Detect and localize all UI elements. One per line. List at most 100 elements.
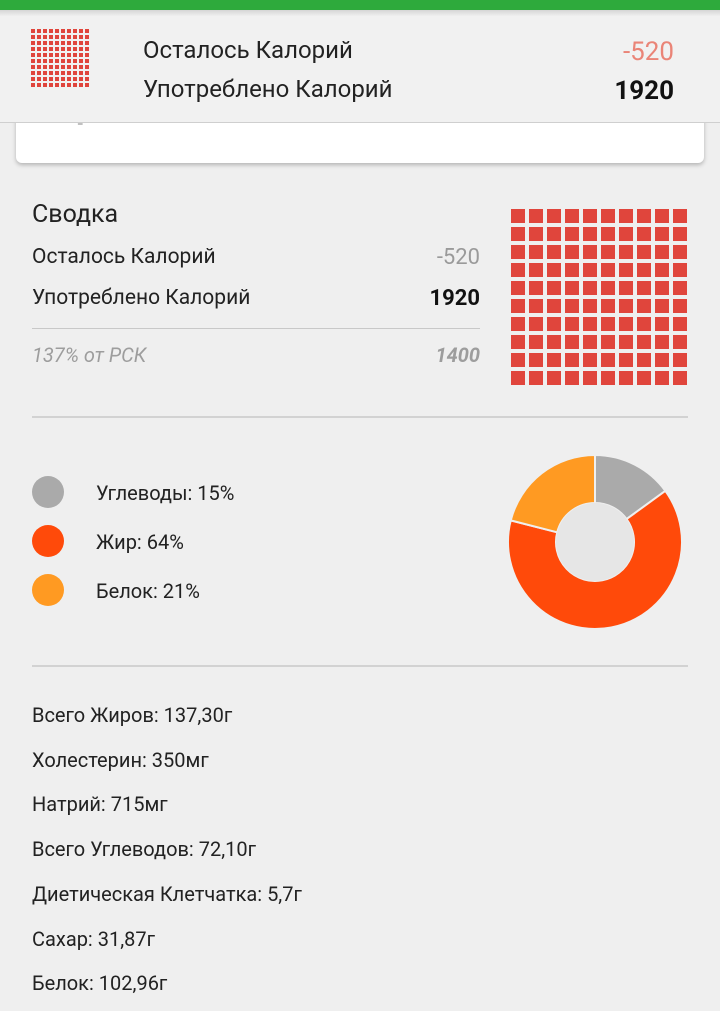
calorie-grid-cell <box>637 209 651 223</box>
protein-legend-dot <box>32 574 64 606</box>
calorie-grid-cell <box>85 83 89 87</box>
summary-consumed-label: Употреблено Калорий <box>32 286 251 310</box>
calorie-grid-cell <box>73 59 77 63</box>
calorie-grid-cell <box>43 29 47 33</box>
calorie-grid-cell <box>37 41 41 45</box>
calorie-grid-cell <box>655 245 669 259</box>
calorie-grid-cell <box>67 83 71 87</box>
calorie-grid-cell <box>547 227 561 241</box>
calorie-grid-cell <box>85 59 89 63</box>
calorie-grid-cell <box>61 35 65 39</box>
calorie-grid-cell <box>49 47 53 51</box>
calorie-grid-cell <box>511 281 525 295</box>
calorie-grid-cell <box>79 53 83 57</box>
calorie-grid-cell <box>31 41 35 45</box>
calorie-grid-cell <box>55 41 59 45</box>
carbs-legend-dot <box>32 476 64 508</box>
calorie-grid-cell <box>673 299 687 313</box>
calorie-grid-cell <box>79 35 83 39</box>
calorie-grid-cell <box>31 65 35 69</box>
header-remaining-value: -520 <box>622 37 674 67</box>
header-consumed-label: Употреблено Калорий <box>143 75 393 103</box>
calorie-grid-cell <box>619 263 633 277</box>
calorie-grid-cell <box>547 299 561 313</box>
calorie-grid-cell <box>673 371 687 385</box>
calorie-grid-cell <box>79 77 83 81</box>
calorie-grid-cell <box>31 59 35 63</box>
calorie-grid-cell <box>37 71 41 75</box>
summary-divider <box>32 328 480 329</box>
calorie-grid-cell <box>673 353 687 367</box>
calorie-grid-cell <box>37 29 41 33</box>
calorie-grid-cell <box>55 71 59 75</box>
calorie-grid-cell <box>85 65 89 69</box>
nutrient-total-fat: Всего Жиров: 137,30г <box>32 703 233 727</box>
calorie-grid-cell <box>85 41 89 45</box>
calorie-grid-cell <box>73 65 77 69</box>
calorie-grid-cell <box>511 371 525 385</box>
calorie-grid-cell <box>637 263 651 277</box>
calorie-grid-cell <box>49 77 53 81</box>
calorie-grid-cell <box>583 281 597 295</box>
calorie-grid-cell <box>601 317 615 331</box>
calorie-grid-cell <box>43 35 47 39</box>
calorie-grid-cell <box>673 245 687 259</box>
calorie-grid-cell <box>85 29 89 33</box>
calorie-grid-cell <box>61 83 65 87</box>
calorie-grid-cell <box>655 335 669 349</box>
calorie-grid-cell <box>673 335 687 349</box>
calorie-grid-cell <box>637 317 651 331</box>
calorie-grid-cell <box>67 35 71 39</box>
calorie-grid-cell <box>601 371 615 385</box>
calorie-grid-cell <box>67 77 71 81</box>
calorie-grid-cell <box>55 77 59 81</box>
calorie-grid-cell <box>673 263 687 277</box>
nutrient-total-carbs: Всего Углеводов: 72,10г <box>32 837 257 861</box>
calorie-grid-cell <box>73 71 77 75</box>
calorie-grid-cell <box>565 317 579 331</box>
calorie-grid-cell <box>79 65 83 69</box>
calorie-grid-cell <box>529 317 543 331</box>
calorie-grid-cell <box>61 77 65 81</box>
calorie-grid-cell <box>583 263 597 277</box>
calorie-grid-cell <box>547 263 561 277</box>
calorie-grid-cell <box>61 59 65 63</box>
calorie-grid-cell <box>601 227 615 241</box>
calorie-grid-cell <box>619 317 633 331</box>
calorie-grid-cell <box>529 245 543 259</box>
macros-donut-chart <box>507 453 683 630</box>
calorie-grid-cell <box>67 71 71 75</box>
calorie-grid <box>511 209 687 385</box>
calorie-grid-cell <box>79 29 83 33</box>
calorie-grid-cell <box>31 77 35 81</box>
calorie-grid-cell <box>583 245 597 259</box>
calorie-grid-cell <box>547 353 561 367</box>
calorie-grid-cell <box>547 371 561 385</box>
calorie-grid-cell <box>619 299 633 313</box>
calorie-grid-cell <box>67 53 71 57</box>
header-remaining-label: Осталось Калорий <box>143 36 353 64</box>
food-icon: ▘ <box>78 118 88 132</box>
calorie-grid-cell <box>49 53 53 57</box>
calorie-grid-cell <box>55 29 59 33</box>
calorie-grid-cell <box>619 245 633 259</box>
calorie-grid-cell <box>55 53 59 57</box>
calorie-grid-cell <box>37 59 41 63</box>
calorie-grid-cell <box>673 209 687 223</box>
calorie-grid-cell <box>31 29 35 33</box>
fat-legend-dot <box>32 525 64 557</box>
calorie-grid-cell <box>67 29 71 33</box>
nutrient-fiber: Диетическая Клетчатка: 5,7г <box>32 882 302 906</box>
calorie-grid-cell <box>619 227 633 241</box>
status-accent-bar <box>0 0 720 10</box>
calorie-grid-cell <box>73 41 77 45</box>
calorie-grid-cell <box>565 353 579 367</box>
calorie-grid-cell <box>565 281 579 295</box>
nutrient-cholesterol: Холестерин: 350мг <box>32 748 209 772</box>
calorie-grid-cell <box>601 299 615 313</box>
calorie-grid-cell <box>583 353 597 367</box>
calorie-grid-cell <box>43 71 47 75</box>
calorie-grid-cell <box>73 83 77 87</box>
calorie-grid-cell <box>49 35 53 39</box>
calorie-grid-mini <box>31 29 89 87</box>
